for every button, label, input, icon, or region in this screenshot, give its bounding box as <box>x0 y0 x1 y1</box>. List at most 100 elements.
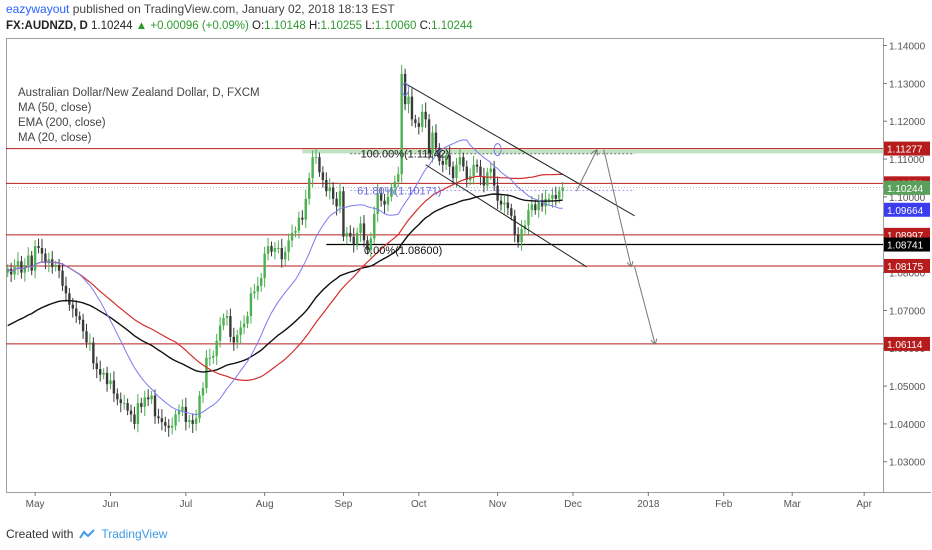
candle-body <box>321 172 325 180</box>
candle-body <box>455 164 458 178</box>
level-tag-bg <box>884 336 930 351</box>
candle-body <box>191 420 194 424</box>
candle-body <box>92 342 95 364</box>
candle-body <box>246 316 249 324</box>
x-tick-label: Jun <box>102 499 118 510</box>
candle-body <box>355 232 359 245</box>
candle-body <box>208 357 212 359</box>
x-tick-label: Feb <box>715 499 733 510</box>
candle-body <box>352 236 355 245</box>
candle-body <box>201 387 205 396</box>
high-label: H: <box>308 20 321 32</box>
candle-body <box>486 172 489 186</box>
candle-body <box>280 247 283 260</box>
candle-body <box>95 363 98 370</box>
candle-body <box>376 193 379 214</box>
tradingview-link[interactable]: TradingView <box>101 527 168 541</box>
candle-body <box>78 316 81 320</box>
x-tick-label: Dec <box>564 499 582 510</box>
ohlc-bar: FX:AUDNZD, D 1.10244 ▲ +0.00096 (+0.09%)… <box>6 20 473 32</box>
candle-body <box>170 425 174 428</box>
x-tick-label: Sep <box>335 499 353 510</box>
candle-body <box>362 223 366 241</box>
candle-body <box>109 380 112 385</box>
candle-body <box>304 198 307 220</box>
candle-body <box>270 246 273 252</box>
candle-body <box>129 410 133 415</box>
candle-body <box>342 191 345 237</box>
candle-body <box>328 187 331 192</box>
candle-body <box>297 217 301 231</box>
candle-body <box>6 268 9 273</box>
candle-body <box>503 202 506 205</box>
candle-body <box>534 204 537 211</box>
fib-100-label: 100.00%(1.11142) <box>361 149 450 161</box>
created-with-label: Created with <box>6 527 74 541</box>
candle-body <box>551 195 554 199</box>
candle-body <box>451 166 455 178</box>
chart-frame[interactable]: 1.140001.130001.120001.110001.100001.090… <box>6 38 931 518</box>
candle-body <box>20 261 23 273</box>
candle-body <box>37 246 40 248</box>
candle-body <box>239 327 242 335</box>
candle-body <box>359 223 362 233</box>
candle-body <box>256 285 259 292</box>
candle-body <box>520 229 523 243</box>
candle-body <box>448 155 451 167</box>
candle-body <box>290 232 294 241</box>
legend-ma20[interactable]: MA (20, close) <box>18 132 92 144</box>
legend-ma50[interactable]: MA (50, close) <box>18 102 92 114</box>
candle-body <box>198 395 201 419</box>
candle-body <box>472 164 475 177</box>
fib-0-label: 0.00%(1.08600) <box>364 245 442 257</box>
legend-ema200[interactable]: EMA (200, close) <box>18 117 106 129</box>
candle-body <box>540 200 544 207</box>
candle-body <box>122 403 126 405</box>
candle-body <box>157 416 160 419</box>
candle-body <box>88 342 92 344</box>
author-link[interactable]: eazywayout <box>6 2 70 16</box>
candle-body <box>561 187 564 192</box>
candle-body <box>390 187 393 197</box>
candle-body <box>215 340 218 356</box>
candle-body <box>445 155 448 165</box>
level-tag-bg <box>884 141 930 156</box>
channel-upper <box>404 82 635 217</box>
open-label: O: <box>252 20 265 32</box>
candle-body <box>194 418 198 424</box>
candle-body <box>407 96 410 105</box>
level-tag: 1.08997 <box>887 231 924 242</box>
candle-body <box>287 240 290 252</box>
y-tick-label: 1.03000 <box>889 458 926 469</box>
candle-body <box>61 270 64 286</box>
y-tick-label: 1.05000 <box>889 382 926 393</box>
candle-body <box>397 174 400 182</box>
ema200-line <box>7 193 563 373</box>
candle-body <box>547 198 551 200</box>
ma20-line <box>7 139 563 416</box>
candle-body <box>516 234 520 243</box>
candle-body <box>140 403 143 407</box>
candle-body <box>16 261 20 267</box>
candle-body <box>554 195 558 199</box>
ma50-line <box>7 173 563 381</box>
y-tick-label: 1.10000 <box>889 193 926 204</box>
candle-body <box>146 397 150 400</box>
candle-body <box>338 191 342 207</box>
y-tick-label: 1.13000 <box>889 79 926 90</box>
candle-body <box>27 255 30 265</box>
candle-body <box>414 119 417 124</box>
candle-body <box>462 157 465 167</box>
footer: Created with TradingView <box>6 527 167 541</box>
candle-body <box>479 166 482 177</box>
candle-body <box>232 336 236 343</box>
price-change: +0.00096 (+0.09%) <box>150 20 249 32</box>
projection-arrow <box>603 149 632 268</box>
candle-body <box>379 193 383 201</box>
candle-body <box>184 406 188 423</box>
candle-body <box>475 164 479 167</box>
price-chart[interactable]: 1.140001.130001.120001.110001.100001.090… <box>6 38 931 518</box>
candle-body <box>434 132 438 148</box>
candle-body <box>68 293 71 305</box>
candle-body <box>496 185 499 201</box>
